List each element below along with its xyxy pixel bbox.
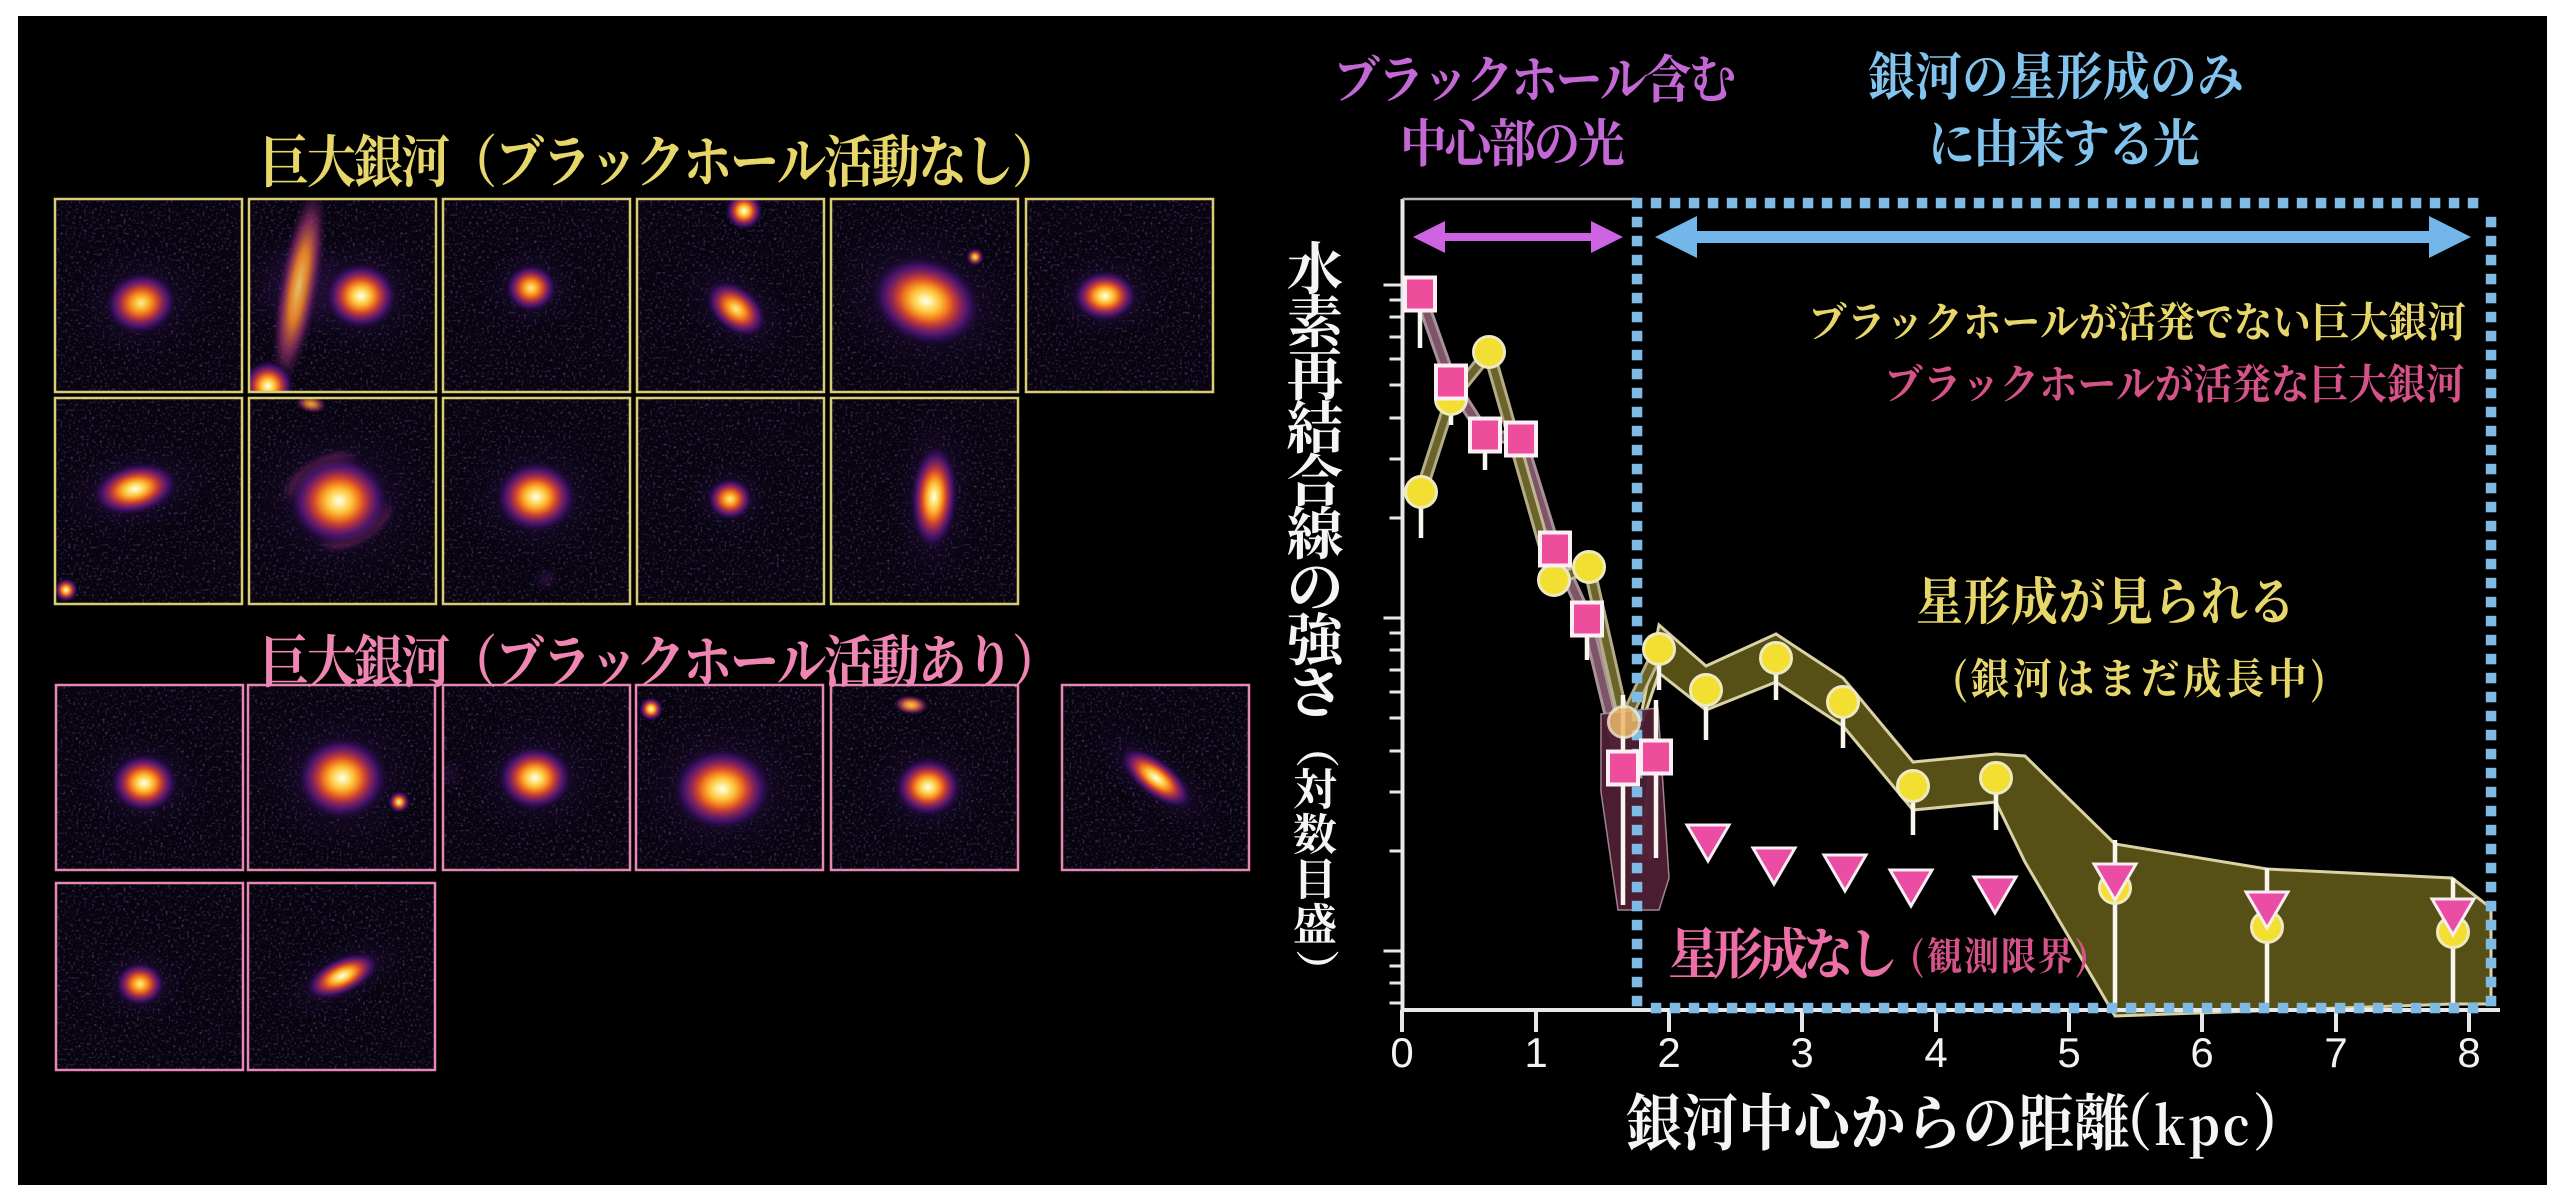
svg-text:4: 4: [1924, 1029, 1947, 1076]
svg-text:2: 2: [1657, 1029, 1680, 1076]
svg-text:1: 1: [1524, 1029, 1547, 1076]
svg-text:8: 8: [2457, 1029, 2480, 1076]
svg-text:6: 6: [2190, 1029, 2213, 1076]
svg-text:7: 7: [2324, 1029, 2347, 1076]
svg-text:5: 5: [2057, 1029, 2080, 1076]
svg-text:0: 0: [1390, 1029, 1413, 1076]
svg-text:3: 3: [1790, 1029, 1813, 1076]
